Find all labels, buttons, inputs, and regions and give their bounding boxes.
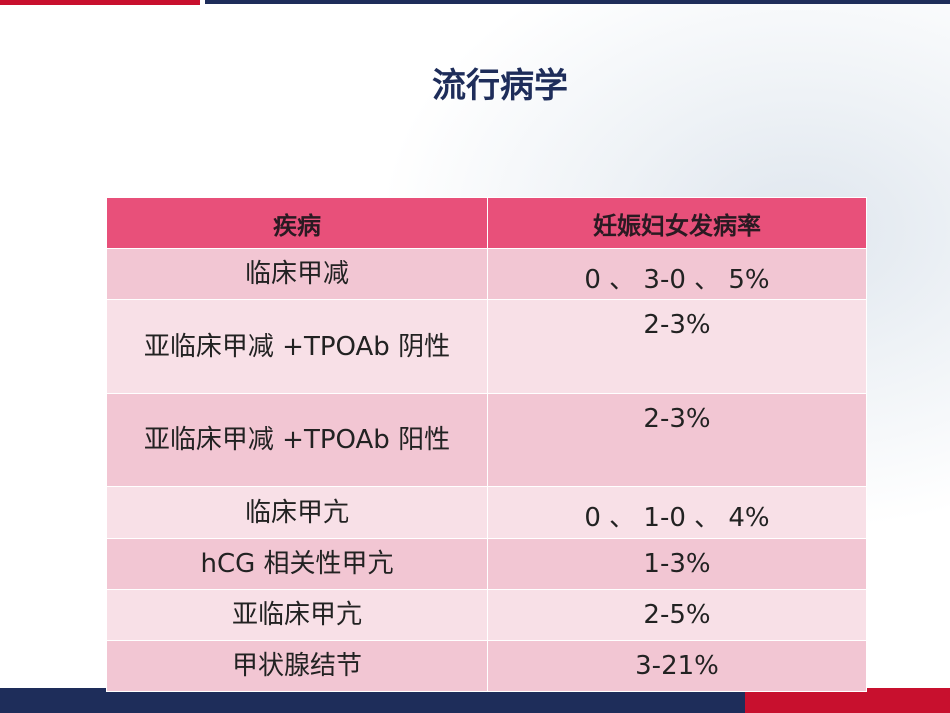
rate-cell: 2-5%: [487, 589, 867, 641]
rate-cell: 3-21%: [487, 640, 867, 692]
table-row: hCG 相关性甲亢 1-3%: [106, 538, 867, 590]
table: 疾病 妊娠妇女发病率 临床甲减 0 、 3-0 、 5% 亚临床甲减 +TPOAb …: [106, 197, 867, 692]
bottom-red-bar: [745, 688, 950, 713]
disease-cell: hCG 相关性甲亢: [106, 538, 488, 590]
disease-cell: 亚临床甲亢: [106, 589, 488, 641]
table-row: 临床甲减 0 、 3-0 、 5%: [106, 248, 867, 300]
disease-cell: 临床甲减: [106, 248, 488, 300]
header-row: 疾病 妊娠妇女发病率: [106, 197, 867, 249]
rate-cell: 0 、 1-0 、 4%: [487, 486, 867, 539]
top-navy-bar: [205, 0, 950, 4]
disease-cell: 亚临床甲减 +TPOAb 阳性: [106, 393, 488, 487]
rate-cell: 1-3%: [487, 538, 867, 590]
table-row: 亚临床甲减 +TPOAb 阳性 2-3%: [106, 393, 867, 487]
disease-cell: 临床甲亢: [106, 486, 488, 539]
disease-cell: 亚临床甲减 +TPOAb 阴性: [106, 299, 488, 394]
header-cell: 疾病: [106, 197, 488, 249]
top-red-bar: [0, 0, 200, 5]
table-row: 亚临床甲亢 2-5%: [106, 589, 867, 641]
rate-cell: 2-3%: [487, 393, 867, 487]
disease-cell: 甲状腺结节: [106, 640, 488, 692]
table-row: 临床甲亢 0 、 1-0 、 4%: [106, 486, 867, 539]
table-row: 亚临床甲减 +TPOAb 阴性 2-3%: [106, 299, 867, 394]
rate-cell: 2-3%: [487, 299, 867, 394]
title: 流行病学: [432, 66, 568, 106]
rate-cell: 0 、 3-0 、 5%: [487, 248, 867, 300]
header-cell: 妊娠妇女发病率: [487, 197, 867, 249]
table-row: 甲状腺结节 3-21%: [106, 640, 867, 692]
